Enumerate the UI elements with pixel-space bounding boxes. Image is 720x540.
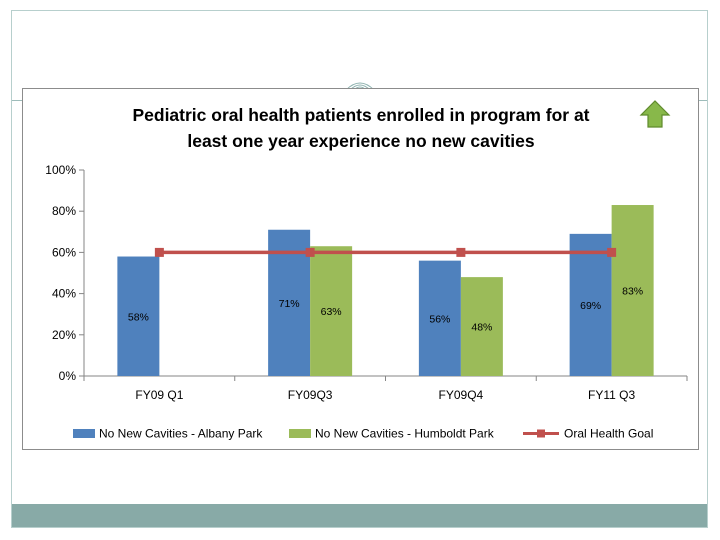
goal-marker — [607, 247, 617, 257]
goal-marker — [456, 247, 466, 257]
bar-chart: Pediatric oral health patients enrolled … — [45, 100, 688, 441]
bar-albany-park — [569, 233, 612, 376]
bar-albany-park — [418, 260, 461, 376]
slide-footer-band — [12, 504, 707, 527]
bar-humboldt-park — [310, 246, 353, 376]
x-tick-label: FY09 Q1 — [135, 388, 183, 402]
bar-humboldt-park — [611, 205, 654, 376]
legend-label-albany-park: No New Cavities - Albany Park — [99, 427, 263, 441]
slide-frame — [11, 10, 708, 528]
data-label: 71% — [279, 298, 300, 310]
bar-albany-park — [117, 256, 160, 376]
y-tick-label: 60% — [52, 245, 76, 259]
goal-marker — [154, 247, 164, 257]
y-tick-label: 0% — [59, 369, 77, 383]
data-label: 48% — [471, 322, 492, 334]
y-tick-label: 40% — [52, 287, 76, 301]
y-tick-label: 100% — [45, 163, 76, 177]
x-tick-label: FY09Q4 — [439, 388, 484, 402]
data-label: 63% — [321, 306, 342, 318]
x-tick-label: FY09Q3 — [288, 388, 333, 402]
legend-label-humboldt-park: No New Cavities - Humboldt Park — [315, 427, 495, 441]
data-label: 69% — [580, 300, 601, 312]
legend-swatch-albany-park — [73, 429, 95, 438]
legend-swatch-humboldt-park — [289, 429, 311, 438]
legend-label-oral-health-goal: Oral Health Goal — [564, 427, 653, 441]
chart-title-line-2: least one year experience no new cavitie… — [187, 131, 535, 151]
x-tick-label: FY11 Q3 — [588, 388, 635, 402]
y-tick-label: 20% — [52, 328, 76, 342]
chart-legend: No New Cavities - Albany Park No New Cav… — [73, 427, 653, 441]
plot-area: 0% 20% 40% 60% 80% 100% FY09 Q1 58% FY09Q3 71% 63%… — [45, 163, 688, 402]
legend-marker-oral-health-goal — [537, 429, 545, 438]
chart-title-line-1: Pediatric oral health patients enrolled … — [132, 105, 589, 125]
trend-up-arrow-icon — [639, 100, 671, 128]
bar-humboldt-park — [460, 277, 503, 376]
data-label: 58% — [128, 311, 149, 323]
data-label: 56% — [429, 313, 450, 325]
goal-marker — [305, 247, 315, 257]
y-tick-label: 80% — [52, 204, 76, 218]
chart-container: Pediatric oral health patients enrolled … — [22, 88, 699, 450]
data-label: 83% — [622, 286, 643, 298]
